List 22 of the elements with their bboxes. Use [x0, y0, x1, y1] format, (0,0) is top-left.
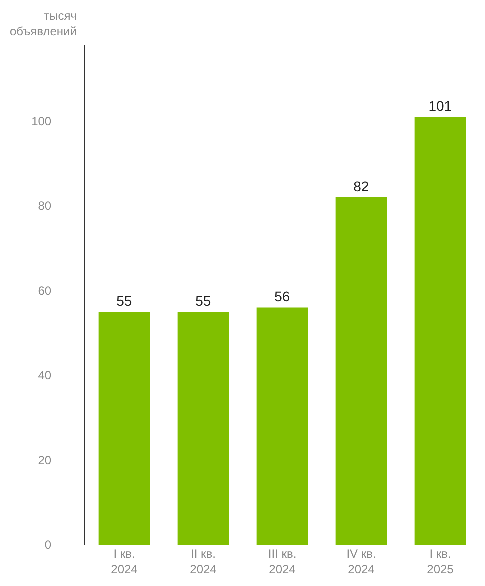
data-label: 56	[274, 288, 290, 305]
x-tick-label: IV кв. 2024	[346, 547, 376, 577]
bar	[414, 117, 466, 545]
y-tick-label: 40	[38, 368, 52, 383]
data-label: 55	[196, 292, 212, 309]
bar	[256, 308, 308, 545]
x-tick-label: II кв. 2024	[190, 547, 218, 577]
y-tick-label: 60	[38, 284, 52, 298]
data-label: 55	[116, 292, 132, 309]
data-label: 82	[354, 178, 370, 195]
y-tick-label: 100	[32, 114, 52, 128]
y-tick-label: 20	[38, 453, 52, 468]
bar	[178, 312, 230, 545]
x-tick-label: III кв. 2024	[268, 547, 297, 577]
y-tick-label: 80	[38, 199, 52, 214]
bar	[98, 312, 150, 545]
x-tick-label: I кв. 2025	[427, 547, 454, 577]
y-tick-label: 0	[44, 538, 52, 552]
x-tick-label: I кв. 2024	[111, 547, 138, 577]
data-label: 101	[428, 98, 452, 114]
y-axis-title: тысяч объявлений	[10, 9, 77, 39]
bar	[336, 198, 388, 545]
